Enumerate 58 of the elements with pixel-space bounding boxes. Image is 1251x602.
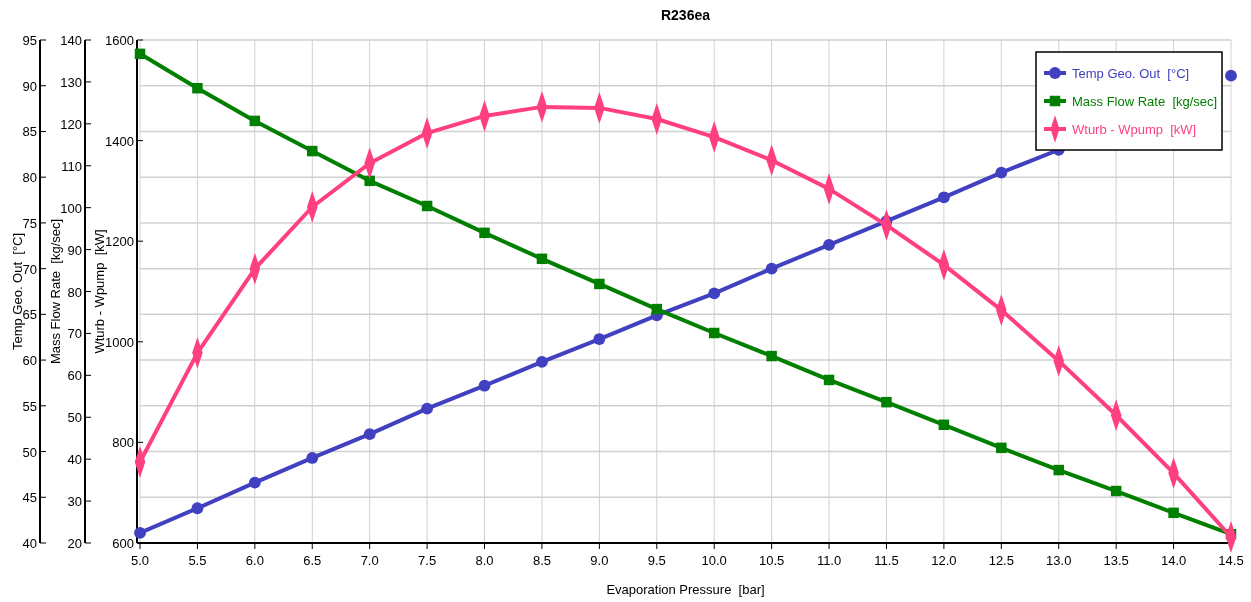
- y3-tick-label: 1400: [105, 133, 134, 149]
- x-tick-label: 9.0: [590, 553, 609, 568]
- y-tick-label: 85: [22, 124, 37, 140]
- x-tick-label: 11.0: [816, 553, 842, 568]
- legend-label: Temp Geo. Out [°C]: [1072, 66, 1190, 81]
- y-tick-label: 55: [22, 398, 37, 414]
- y2-tick-label: 80: [67, 284, 82, 300]
- y2-axis-title: Mass Flow Rate [kg/sec]: [48, 218, 63, 365]
- y3-tick-label: 1600: [105, 33, 134, 48]
- chart-title: R236ea: [660, 7, 711, 23]
- x-tick-label: 5.0: [130, 553, 150, 568]
- y2-tick-label: 50: [67, 410, 82, 426]
- y2-tick-label: 130: [60, 74, 82, 90]
- x-tick-label: 13.5: [1103, 553, 1129, 568]
- y3-tick-label: 1000: [105, 334, 134, 350]
- y2-tick-label: 70: [67, 326, 82, 342]
- y-tick-label: 45: [22, 490, 37, 506]
- y2-tick-label: 30: [67, 494, 82, 510]
- x-tick-label: 7.0: [360, 553, 379, 568]
- y-tick-label: 60: [22, 353, 37, 369]
- y3-tick-label: 800: [112, 435, 134, 451]
- y-tick-label: 70: [22, 261, 37, 277]
- y2-tick-label: 140: [60, 33, 82, 48]
- x-tick-label: 14.0: [1160, 553, 1187, 568]
- x-tick-label: 10.5: [758, 553, 785, 568]
- y-tick-label: 50: [22, 444, 37, 460]
- y3-axis-title: Wturb - Wpump [kW]: [92, 229, 107, 354]
- y2-tick-label: 40: [67, 452, 82, 468]
- x-tick-label: 7.5: [418, 553, 437, 568]
- y2-tick-label: 120: [60, 116, 82, 132]
- y2-tick-label: 60: [67, 368, 82, 384]
- x-tick-label: 12.0: [931, 553, 957, 568]
- y-tick-label: 90: [22, 78, 37, 94]
- x-tick-label: 6.0: [245, 553, 264, 568]
- y-tick-label: 95: [22, 33, 37, 48]
- y2-tick-label: 110: [61, 158, 82, 174]
- y-tick-label: 65: [22, 307, 37, 323]
- y2-tick-label: 100: [60, 200, 82, 216]
- x-tick-label: 11.5: [874, 553, 899, 568]
- x-tick-label: 8.5: [532, 553, 551, 568]
- y-tick-label: 75: [22, 215, 37, 231]
- y-tick-label: 80: [22, 170, 37, 186]
- y2-tick-label: 90: [67, 242, 82, 258]
- x-tick-label: 12.5: [988, 553, 1014, 568]
- x-tick-label: 9.5: [647, 553, 666, 568]
- y2-tick-label: 20: [67, 536, 82, 551]
- x-tick-label: 6.5: [303, 553, 322, 568]
- legend-label: Mass Flow Rate [kg/sec]: [1072, 94, 1218, 109]
- x-axis-title: Evaporation Pressure [bar]: [606, 582, 765, 597]
- y3-tick-label: 1200: [105, 234, 134, 250]
- x-tick-label: 10.0: [701, 553, 727, 568]
- x-tick-label: 5.5: [188, 553, 207, 568]
- legend-label: Wturb - Wpump [kW]: [1072, 122, 1197, 137]
- y-tick-label: 40: [22, 536, 37, 551]
- x-tick-label: 8.0: [475, 553, 494, 568]
- y3-tick-label: 600: [112, 536, 134, 551]
- x-tick-label: 13.0: [1046, 553, 1072, 568]
- x-tick-label: 14.5: [1218, 553, 1244, 568]
